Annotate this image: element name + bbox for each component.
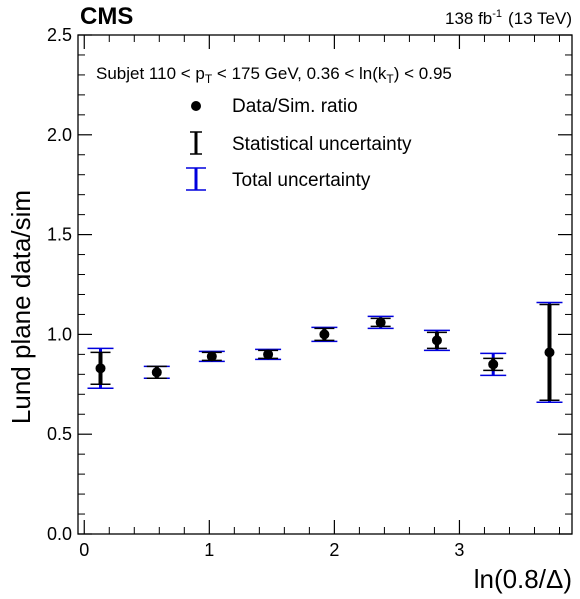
data-marker [206,351,217,362]
data-marker [544,347,555,358]
lumi-value: 138 fb [445,9,492,28]
legend-label-total: Total uncertainty [232,170,371,191]
x-tick-label: 3 [454,540,464,560]
data-point [367,315,394,330]
y-tick-label: 0.5 [47,424,72,444]
data-point [198,350,225,363]
y-axis: 0.0 0.5 1.0 1.5 2.0 2.5 [47,25,572,544]
x-axis: 0 1 2 3 [79,35,560,560]
luminosity-label: 138 fb-1 (13 TeV) [445,8,572,28]
x-tick-label: 2 [329,540,339,560]
plot-frame [77,34,573,535]
data-marker [375,317,386,328]
legend-stat-bar-icon [190,131,202,155]
legend-label-stat: Statistical uncertainty [232,134,412,155]
legend-total-bar-icon [186,167,206,191]
data-marker [263,349,274,360]
y-tick-label: 2.5 [47,25,72,45]
x-axis-title: ln(0.8/Δ) [474,564,572,594]
data-marker [431,335,442,346]
data-marker [488,359,499,370]
data-point [480,352,507,377]
lumi-exponent: -1 [492,8,502,20]
data-marker [95,363,106,374]
y-tick-label: 0.0 [47,524,72,544]
data-points [87,301,563,404]
experiment-label: CMS [80,3,133,30]
lumi-energy: (13 TeV) [508,9,572,28]
y-tick-label: 2.0 [47,125,72,145]
data-point [423,329,450,352]
x-tick-label: 1 [204,540,214,560]
selection-label: Subjet 110 < pT < 175 GeV, 0.36 < ln(kT)… [96,64,452,86]
data-point [311,326,338,343]
legend-label-data: Data/Sim. ratio [232,96,358,117]
legend: Data/Sim. ratio Statistical uncertainty … [186,96,412,191]
legend-marker-icon [191,101,201,111]
data-point [87,347,114,390]
data-marker [151,367,162,378]
data-point [255,348,282,361]
data-point [143,365,170,380]
y-tick-label: 1.0 [47,324,72,344]
y-tick-label: 1.5 [47,225,72,245]
data-point [536,301,563,404]
data-marker [319,329,330,340]
x-tick-label: 0 [79,540,89,560]
y-axis-title: Lund plane data/sim [6,190,36,424]
